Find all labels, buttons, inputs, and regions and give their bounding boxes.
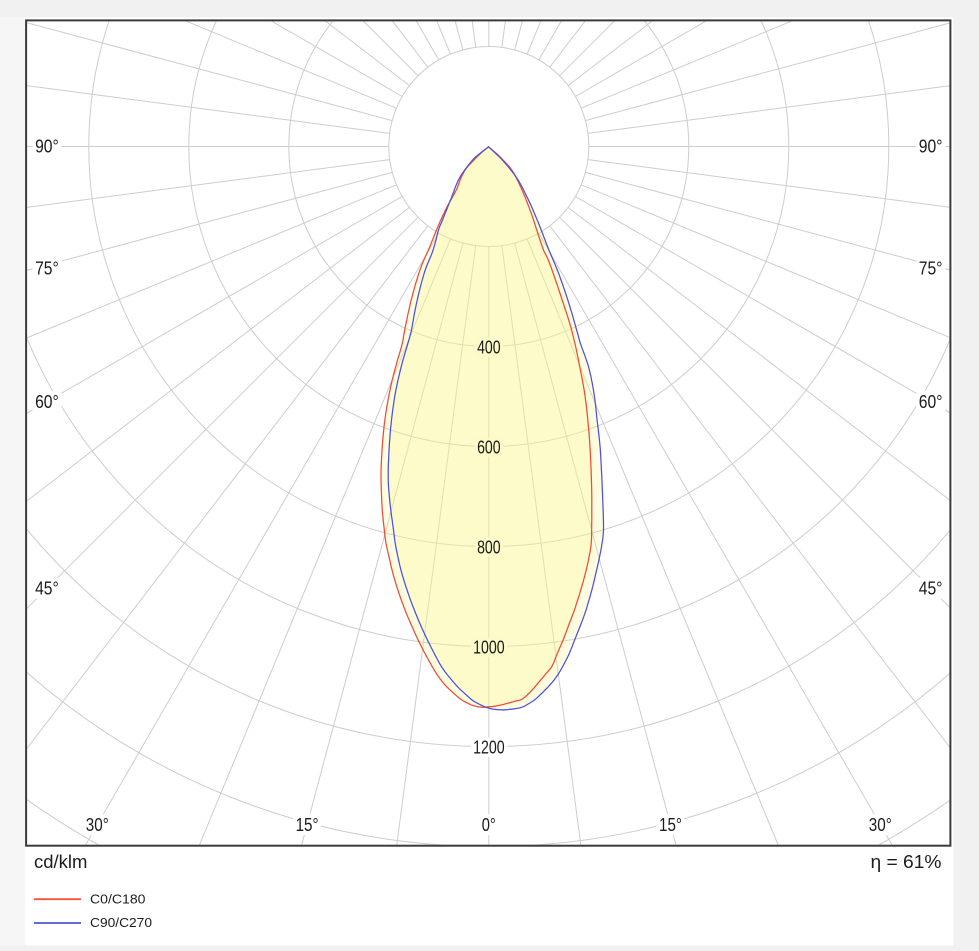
svg-text:75°: 75°	[919, 259, 943, 279]
svg-text:60°: 60°	[35, 392, 59, 412]
svg-text:0°: 0°	[482, 815, 496, 835]
svg-text:1200: 1200	[473, 737, 505, 757]
svg-text:800: 800	[477, 537, 501, 557]
svg-text:60°: 60°	[919, 392, 943, 412]
svg-text:400: 400	[477, 337, 501, 357]
svg-text:cd/klm: cd/klm	[34, 851, 87, 872]
svg-text:C90/C270: C90/C270	[90, 915, 152, 930]
svg-text:η = 61%: η = 61%	[871, 851, 942, 872]
svg-text:90°: 90°	[919, 137, 943, 157]
svg-text:30°: 30°	[869, 815, 892, 835]
svg-text:C0/C180: C0/C180	[90, 891, 146, 906]
svg-text:45°: 45°	[35, 579, 59, 599]
svg-text:15°: 15°	[659, 815, 682, 835]
svg-text:75°: 75°	[35, 259, 59, 279]
svg-text:1000: 1000	[473, 637, 505, 657]
svg-text:90°: 90°	[35, 137, 59, 157]
svg-text:15°: 15°	[296, 815, 319, 835]
svg-text:600: 600	[477, 437, 501, 457]
svg-text:45°: 45°	[919, 579, 943, 599]
svg-text:30°: 30°	[86, 815, 109, 835]
